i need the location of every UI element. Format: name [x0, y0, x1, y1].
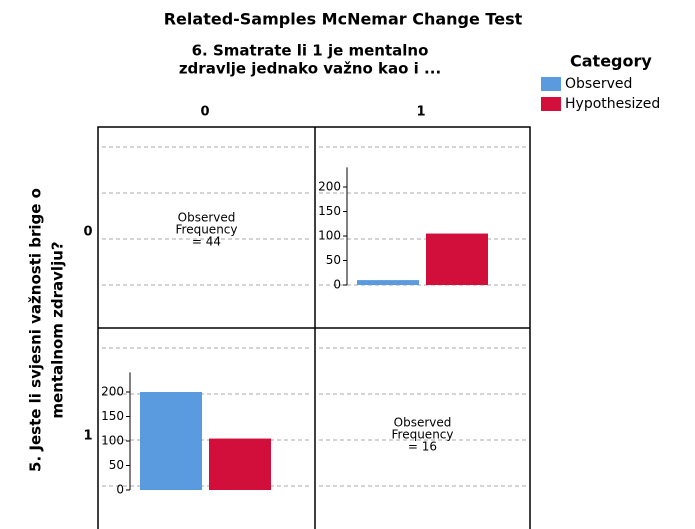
legend-label: Hypothesized	[565, 96, 660, 112]
y-tick-label: 150	[101, 409, 124, 423]
bar	[209, 438, 271, 490]
column-label: 0	[200, 105, 209, 120]
legend-title: Category	[570, 52, 652, 71]
column-title: 6. Smatrate li 1 je mentalno	[192, 42, 429, 60]
panel-text: = 16	[408, 440, 437, 454]
legend-swatch	[541, 77, 561, 91]
panel-text: = 44	[192, 235, 221, 249]
y-tick-label: 0	[333, 278, 341, 292]
row-title: 5. Jeste li svjesni važnosti brige o	[27, 188, 45, 472]
panel-text: Observed	[178, 211, 236, 225]
legend-label: Observed	[565, 76, 632, 92]
chart-title: Related-Samples McNemar Change Test	[164, 10, 523, 29]
y-tick-label: 150	[318, 204, 341, 218]
panel-text: Observed	[394, 416, 452, 430]
row-title: mentalnom zdravlju?	[49, 241, 67, 418]
column-title: zdravlje jednako važno kao i ...	[179, 60, 441, 78]
panel-frame	[97, 126, 531, 529]
y-tick-label: 50	[326, 253, 341, 267]
bar	[357, 280, 419, 285]
bar	[140, 392, 202, 490]
y-tick-label: 0	[116, 483, 124, 497]
row-label: 1	[83, 429, 92, 444]
bar	[426, 233, 488, 285]
panel: 0 50 100 150 200	[101, 347, 311, 497]
legend-swatch	[541, 97, 561, 111]
y-tick-label: 100	[101, 434, 124, 448]
y-tick-label: 200	[318, 180, 341, 194]
y-tick-label: 50	[109, 458, 124, 472]
axis-labels: 0 50 100 150 200	[318, 180, 341, 292]
row-label: 0	[83, 225, 92, 240]
column-label: 1	[416, 105, 425, 120]
panel: 0 50 100 150 200	[318, 146, 526, 292]
panel-text: Frequency	[392, 428, 454, 442]
panel-text: Frequency	[176, 223, 238, 237]
axis-labels: 0 50 100 150 200	[101, 385, 124, 497]
y-tick-label: 100	[318, 229, 341, 243]
y-tick-label: 200	[101, 385, 124, 399]
